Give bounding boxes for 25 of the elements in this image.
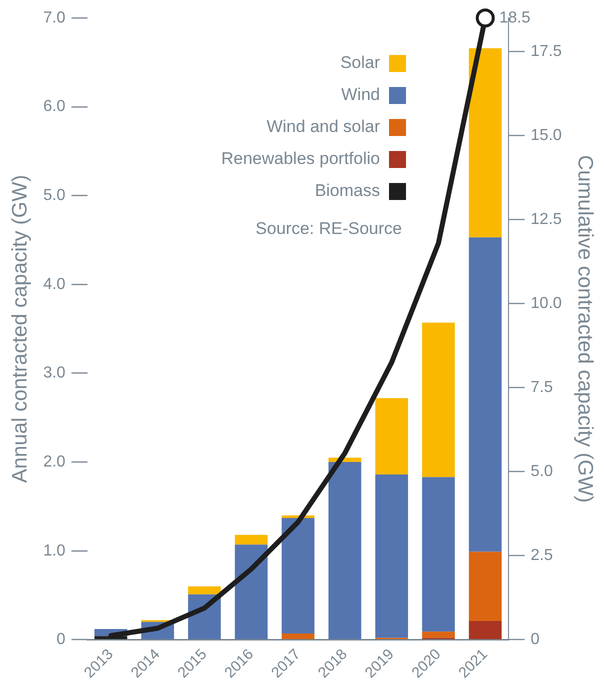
- y2-tick-label: 17.5: [530, 43, 562, 60]
- y-tick-label: 7.0: [43, 9, 66, 26]
- annotation: Source: RE-Source: [254, 219, 402, 239]
- annotation: 18.5: [499, 9, 530, 26]
- legend-label: Biomass: [314, 181, 380, 201]
- y-tick-label: 3.0: [43, 364, 66, 382]
- y2-tick-label: 10.0: [530, 295, 562, 312]
- y-tick-label: 6.0: [43, 98, 66, 116]
- y-axis-title: Annual contracted capacity (GW): [8, 174, 32, 483]
- y-tick-label: 5.0: [43, 187, 66, 204]
- legend-label: Solar: [340, 53, 380, 73]
- y2-tick-label: 2.5: [530, 547, 554, 564]
- y2-tick-label: 15.0: [530, 127, 562, 144]
- y-tick-label: 0: [56, 631, 66, 648]
- y2-tick-label: 7.5: [530, 379, 554, 396]
- legend-label: Renewables portfolio: [221, 149, 380, 169]
- y-tick-label: 4.0: [43, 276, 66, 293]
- legend-label: Wind: [341, 85, 380, 105]
- y2-tick-label: 12.5: [530, 211, 562, 228]
- legend-label: Wind and solar: [266, 117, 380, 137]
- y-tick-label: 2.0: [43, 453, 66, 470]
- y2-tick-label: 5.0: [530, 463, 554, 480]
- y2-tick-label: 0: [530, 631, 540, 648]
- y2-axis-title: Cumulative contracted capacity (GW): [574, 154, 597, 503]
- y-tick-label: 1.0: [43, 542, 66, 560]
